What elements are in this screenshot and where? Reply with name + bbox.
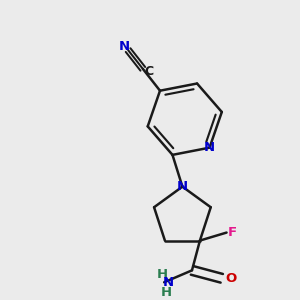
Text: N: N bbox=[177, 180, 188, 193]
Text: H: H bbox=[157, 268, 168, 281]
Text: N: N bbox=[163, 276, 174, 289]
Text: O: O bbox=[225, 272, 236, 285]
Text: N: N bbox=[118, 40, 130, 52]
Text: N: N bbox=[204, 141, 215, 154]
Text: C: C bbox=[144, 65, 153, 78]
Text: H: H bbox=[160, 286, 172, 299]
Text: F: F bbox=[228, 226, 237, 239]
